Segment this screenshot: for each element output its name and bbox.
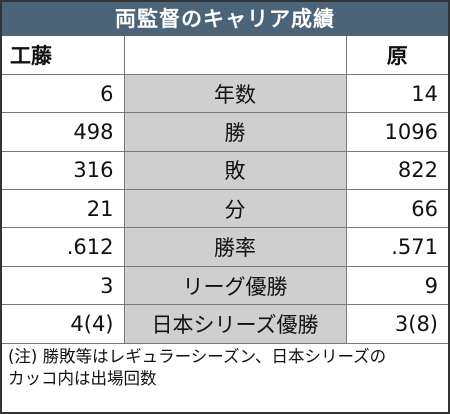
table-row: 4(4) 日本シリーズ優勝 3(8) [2,304,448,344]
stat-label: 敗 [123,150,347,191]
hara-value: 9 [345,265,448,306]
manager-kudo-header: 工藤 [2,36,125,75]
kudo-value: 21 [2,189,125,229]
hara-value: 1096 [345,112,448,152]
table-row: 3 リーグ優勝 9 [2,265,448,306]
hara-value: 66 [345,189,448,229]
header-empty-cell [123,36,347,75]
hara-value: 3(8) [345,304,448,344]
table-row: 498 勝 1096 [2,112,448,152]
kudo-value: 316 [2,150,125,191]
hara-value: .571 [345,227,448,267]
table-title: 両監督のキャリア成績 [2,2,448,36]
kudo-value: 498 [2,112,125,152]
kudo-value: 4(4) [2,304,125,344]
kudo-value: .612 [2,227,125,267]
stat-label: 年数 [123,73,347,114]
table-row: .612 勝率 .571 [2,227,448,267]
footnote: (注) 勝敗等はレギュラーシーズン、日本シリーズの カッコ内は出場回数 [8,346,444,390]
footnote-line: (注) 勝敗等はレギュラーシーズン、日本シリーズの [8,347,387,366]
stat-label: 勝率 [123,227,347,267]
header-row: 工藤 原 [2,36,448,75]
kudo-value: 6 [2,73,125,114]
table-row: 316 敗 822 [2,150,448,191]
stat-label: 分 [123,189,347,229]
footnote-line: カッコ内は出場回数 [8,369,157,388]
stat-label: 勝 [123,112,347,152]
hara-value: 822 [345,150,448,191]
hara-value: 14 [345,73,448,114]
manager-hara-header: 原 [345,36,448,75]
career-stats-table: 工藤 原 6 年数 14 498 勝 1096 316 敗 822 21 分 6… [2,36,448,344]
kudo-value: 3 [2,265,125,306]
table-row: 6 年数 14 [2,73,448,114]
table-row: 21 分 66 [2,189,448,229]
stat-label: リーグ優勝 [123,265,347,306]
stat-label: 日本シリーズ優勝 [123,304,347,344]
